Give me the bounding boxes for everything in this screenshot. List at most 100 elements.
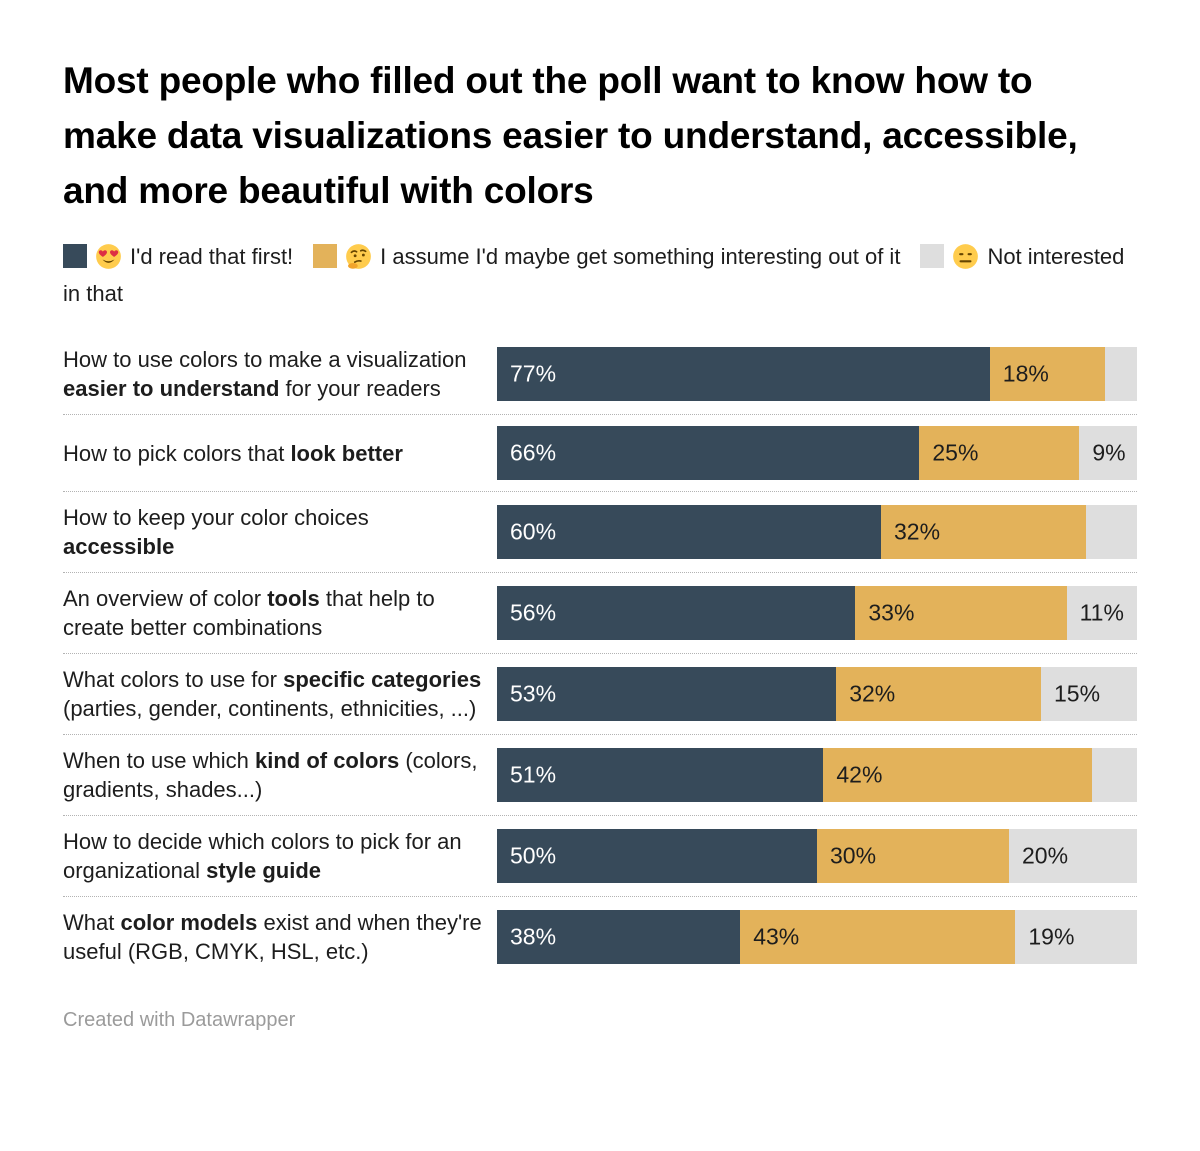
row-label-run: How to use colors to make a visualizatio… xyxy=(63,347,467,373)
legend-label-maybe-interesting: I assume I'd maybe get something interes… xyxy=(380,244,901,270)
chart-row: How to pick colors that look better 66% 25… xyxy=(63,414,1137,491)
row-label-run: How to keep your color choices xyxy=(63,505,369,531)
bar-segment-read-first: 60% xyxy=(497,505,881,560)
row-label-run: that help to create better combinations xyxy=(63,586,435,641)
bar-value-label: 9% xyxy=(1092,439,1126,466)
chart-row: How to use colors to make a visualizatio… xyxy=(63,334,1137,414)
bar-value-label: 30% xyxy=(830,842,877,869)
legend: I'd read that first! I assume I'd maybe g… xyxy=(63,238,1137,312)
stacked-bar: 50% 30% 20% xyxy=(497,829,1137,884)
chart-row: An overview of color tools that help to … xyxy=(63,572,1137,653)
bar-value-label: 77% xyxy=(510,360,557,387)
bar-segment-not-interested: 20% xyxy=(1009,829,1137,884)
row-label: What colors to use for specific categori… xyxy=(63,665,497,723)
legend-label-read-first: I'd read that first! xyxy=(130,244,294,270)
bar-segment-read-first: 53% xyxy=(497,667,837,722)
bar-segment-not-interested: 11% xyxy=(1066,586,1137,641)
row-label-run: (parties, gender, continents, ethnicitie… xyxy=(63,696,477,722)
bar-value-label: 18% xyxy=(1002,360,1049,387)
bar-segment-not-interested xyxy=(1104,347,1137,402)
chart-row: What color models exist and when they're… xyxy=(63,896,1137,977)
chart-row: When to use which kind of colors (colors… xyxy=(63,734,1137,815)
row-label: How to keep your color choices accessibl… xyxy=(63,503,497,561)
legend-swatch-read-first xyxy=(63,244,87,269)
bar-segment-read-first: 38% xyxy=(497,910,741,965)
stacked-bar: 77% 18% xyxy=(497,347,1137,402)
row-label-run: An overview of color xyxy=(63,586,268,612)
bar-value-label: 19% xyxy=(1028,923,1075,950)
chart-title: Most people who filled out the poll want… xyxy=(63,60,1078,211)
chart-row: How to keep your color choices accessibl… xyxy=(63,491,1137,572)
bar-value-label: 53% xyxy=(510,680,557,707)
row-label-bold-run: easier to understand xyxy=(63,376,280,402)
row-label-run: for your readers xyxy=(279,376,441,402)
bar-segment-read-first: 50% xyxy=(497,829,817,884)
bar-value-label: 51% xyxy=(510,761,557,788)
bar-segment-maybe-interesting: 32% xyxy=(836,667,1041,722)
bar-value-label: 66% xyxy=(510,439,557,466)
bar-segment-read-first: 51% xyxy=(497,748,824,803)
row-label-bold-run: kind of colors xyxy=(254,748,400,774)
thinking-face-emoji-icon xyxy=(346,244,372,270)
chart-row: How to decide which colors to pick for a… xyxy=(63,815,1137,896)
bar-value-label: 33% xyxy=(868,599,915,626)
bar-value-label: 38% xyxy=(510,923,557,950)
row-label-bold-run: tools xyxy=(267,586,320,612)
row-label-run: (colors, gradients, shades...) xyxy=(63,748,478,803)
bar-value-label: 42% xyxy=(836,761,883,788)
bar-segment-maybe-interesting: 42% xyxy=(823,748,1093,803)
legend-swatch-not-interested xyxy=(920,244,945,269)
row-label-run: What colors to use for xyxy=(63,667,284,693)
bar-value-label: 56% xyxy=(510,599,557,626)
row-label: What color models exist and when they're… xyxy=(63,908,497,966)
chart-container: Most people who filled out the poll want… xyxy=(63,60,1137,1032)
stacked-bar: 53% 32% 15% xyxy=(497,667,1137,722)
bar-value-label: 15% xyxy=(1053,680,1101,707)
bar-value-label: 50% xyxy=(510,842,557,869)
bar-segment-read-first: 66% xyxy=(497,426,920,481)
bar-segment-maybe-interesting: 32% xyxy=(881,505,1086,560)
stacked-bar: 56% 33% 11% xyxy=(497,586,1137,641)
row-label-run: exist and when they're useful (RGB, CMYK… xyxy=(63,910,482,965)
bar-segment-maybe-interesting: 33% xyxy=(855,586,1067,641)
bar-value-label: 11% xyxy=(1079,599,1124,626)
bar-value-label: 43% xyxy=(753,923,800,950)
row-label-run: How to decide which colors to pick for a… xyxy=(63,829,462,884)
row-label-bold-run: accessible xyxy=(63,534,175,560)
legend-item-maybe-interesting: I assume I'd maybe get something interes… xyxy=(313,244,900,269)
stacked-bar: 60% 32% xyxy=(497,505,1137,560)
row-label-run: What xyxy=(63,910,121,936)
bar-chart: How to use colors to make a visualizatio… xyxy=(63,334,1137,977)
bar-value-label: 20% xyxy=(1022,842,1069,869)
bar-segment-not-interested xyxy=(1092,748,1137,803)
heart-eyes-emoji-icon xyxy=(96,244,121,270)
bar-segment-not-interested: 19% xyxy=(1015,910,1137,965)
stacked-bar: 51% 42% xyxy=(497,748,1137,803)
row-label-run: How to pick colors that xyxy=(63,440,291,466)
bar-segment-read-first: 56% xyxy=(497,586,856,641)
bar-segment-maybe-interesting: 18% xyxy=(989,347,1105,402)
stacked-bar: 38% 43% 19% xyxy=(497,910,1137,965)
legend-item-not-interested: Not interested in that xyxy=(63,244,1124,306)
neutral-face-emoji-icon xyxy=(953,244,979,270)
legend-swatch-maybe-interesting xyxy=(313,244,338,269)
bar-value-label: 25% xyxy=(932,439,979,466)
chart-credit: Created with Datawrapper xyxy=(63,1009,296,1032)
row-label-bold-run: specific categories xyxy=(283,667,482,693)
bar-segment-not-interested: 9% xyxy=(1079,426,1137,481)
bar-segment-not-interested: 15% xyxy=(1040,667,1137,722)
bar-segment-maybe-interesting: 30% xyxy=(817,829,1009,884)
row-label-run: When to use which xyxy=(63,748,255,774)
row-label-bold-run: color models xyxy=(120,910,258,936)
bar-value-label: 32% xyxy=(894,518,941,545)
legend-label-not-interested: Not interested in that xyxy=(63,244,1125,307)
bar-segment-maybe-interesting: 43% xyxy=(740,910,1016,965)
row-label: How to use colors to make a visualizatio… xyxy=(63,345,497,403)
chart-row: What colors to use for specific categori… xyxy=(63,653,1137,734)
row-label: An overview of color tools that help to … xyxy=(63,584,497,642)
stacked-bar: 66% 25% 9% xyxy=(497,426,1137,481)
bar-segment-read-first: 77% xyxy=(497,347,990,402)
row-label-bold-run: style guide xyxy=(206,858,322,884)
row-label: When to use which kind of colors (colors… xyxy=(63,746,497,804)
row-label-bold-run: look better xyxy=(290,440,403,466)
